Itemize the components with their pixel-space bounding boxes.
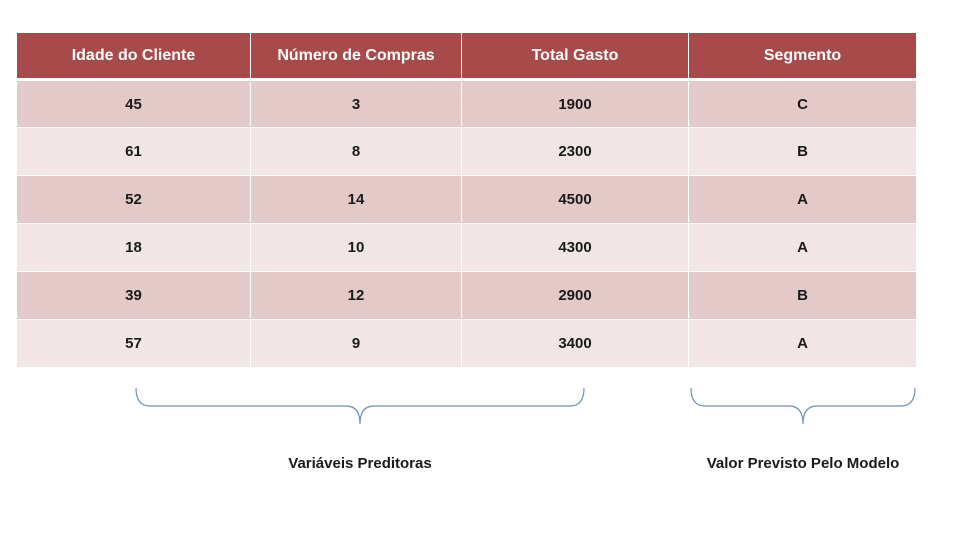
table-row: 52 14 4500 A xyxy=(16,175,917,224)
table-cell: 4300 xyxy=(461,223,689,272)
header-cell-segmento: Segmento xyxy=(688,32,917,81)
table-cell: 3400 xyxy=(461,319,689,368)
table-cell: 61 xyxy=(16,127,251,176)
target-label: Valor Previsto Pelo Modelo xyxy=(706,455,900,472)
table-cell: B xyxy=(688,271,917,320)
table-cell: A xyxy=(688,223,917,272)
predictors-label: Variáveis Preditoras xyxy=(288,455,432,472)
table-cell: 57 xyxy=(16,319,251,368)
table-cell: 4500 xyxy=(461,175,689,224)
predictors-brace xyxy=(135,387,585,425)
table-cell: 39 xyxy=(16,271,251,320)
header-cell-idade: Idade do Cliente xyxy=(16,32,251,81)
table-cell: C xyxy=(688,79,917,128)
header-row: Idade do Cliente Número de Compras Total… xyxy=(16,32,917,81)
table-cell: A xyxy=(688,175,917,224)
table-cell: 9 xyxy=(250,319,462,368)
table-cell: 14 xyxy=(250,175,462,224)
data-table: Idade do Cliente Número de Compras Total… xyxy=(16,32,917,368)
table-cell: 10 xyxy=(250,223,462,272)
table-cell: 3 xyxy=(250,79,462,128)
table-cell: 2900 xyxy=(461,271,689,320)
table-row: 57 9 3400 A xyxy=(16,319,917,368)
table-row: 18 10 4300 A xyxy=(16,223,917,272)
target-brace xyxy=(690,387,916,425)
table-cell: A xyxy=(688,319,917,368)
header-cell-total-gasto: Total Gasto xyxy=(461,32,689,81)
table-cell: 8 xyxy=(250,127,462,176)
table-cell: 12 xyxy=(250,271,462,320)
table-cell: B xyxy=(688,127,917,176)
table-row: 45 3 1900 C xyxy=(16,79,917,128)
table-cell: 45 xyxy=(16,79,251,128)
table-cell: 1900 xyxy=(461,79,689,128)
table-cell: 52 xyxy=(16,175,251,224)
table-row: 61 8 2300 B xyxy=(16,127,917,176)
table-row: 39 12 2900 B xyxy=(16,271,917,320)
table-cell: 2300 xyxy=(461,127,689,176)
